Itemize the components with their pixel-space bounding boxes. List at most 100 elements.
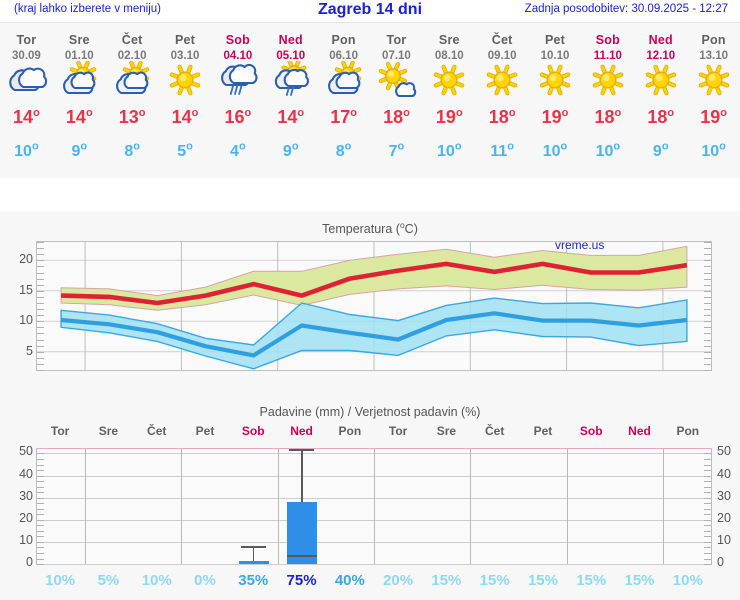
sun-small-cloud-icon [370,61,423,106]
precipitation-probability-row: 10% 5% 10% 0% 35% 75% 40% 20% 15% 15% 15% 15% 15% 10% [36,572,712,589]
day-name: Pet [159,31,212,49]
day-date: 09.10 [476,46,529,64]
day-name-text: Pet [174,33,196,47]
day-max-temp: 18o [370,107,423,128]
day-max-temp-text: 18o [594,107,622,127]
temperature-chart-title: Temperatura (oC) [0,220,740,236]
temperature-axis-tick [37,278,44,280]
precipitation-axis-tick [704,525,711,527]
day-date-text: 05.10 [276,50,306,62]
temperature-axis-tick [37,363,44,365]
day-name-text: Ned [648,33,673,47]
precipitation-axis-tick [37,486,44,488]
day-date: 13.10 [687,46,740,64]
day-name-text: Čet [491,33,513,47]
temperature-axis-tick [37,260,44,262]
day-min-temp-text: 9o [652,141,669,161]
precipitation-day-label: Sob [241,424,265,438]
precipitation-y-tick-label-right: 40 [717,466,731,481]
day-tmin-row: 10o 9o 8o 5o 4o 9o 8o 7o 10o 11o 10o 10o 9o 10o [0,141,740,161]
precipitation-whisker-cap [241,546,267,548]
day-tmax-row: 14o 14o 13o 14o 16o 14o 17o 18o 19o 18o 19o 18o 18o 1… [0,107,740,128]
temperature-axis-tick [37,242,44,243]
temperature-y-tick-label: 5 [26,343,33,358]
temperature-axis-tick [704,284,711,286]
sunny-icon [423,61,476,106]
day-date-text: 03.10 [170,50,200,62]
sunny-icon [476,61,529,106]
day-name-text: Tor [16,33,37,47]
precipitation-y-tick-label-right: 20 [717,510,731,525]
day-name-text: Pon [331,33,356,47]
precipitation-axis-tick [37,492,44,494]
precipitation-probability-label: 35% [238,572,269,589]
day-max-temp: 14o [264,107,317,128]
day-name: Sob [581,31,634,49]
day-max-temp: 17o [317,107,370,128]
precipitation-axis-tick [37,530,44,532]
precipitation-probability-label: 15% [624,572,655,589]
day-date: 08.10 [423,46,476,64]
precipitation-axis-tick [704,547,711,549]
day-name: Pon [317,31,370,49]
day-min-temp: 10o [687,141,740,161]
precipitation-axis-tick [704,492,711,494]
day-name: Čet [106,31,159,49]
precipitation-axis-tick [37,525,44,527]
day-name: Pet [529,31,582,49]
day-name: Sob [211,31,264,49]
page-header: (kraj lahko izberete v meniju) Zagreb 14… [0,0,740,21]
precipitation-gridline-vertical [566,449,568,564]
precipitation-gridline [37,564,711,565]
day-min-temp-text: 10o [701,141,726,161]
day-name-text: Tor [386,33,407,47]
precipitation-y-tick-label-left: 50 [19,444,33,459]
day-max-temp: 19o [687,107,740,128]
day-max-temp: 16o [211,107,264,128]
temperature-series-svg [37,242,711,370]
day-date-text: 02.10 [117,50,147,62]
precipitation-bar [238,561,269,564]
precipitation-axis-tick [704,470,711,471]
day-min-temp: 11o [476,141,529,161]
temperature-axis-tick [37,333,44,335]
precipitation-day-label: Tor [50,424,70,438]
precipitation-axis-tick [37,564,44,565]
precipitation-y-tick-label-left: 20 [19,510,33,525]
sunny-icon [581,61,634,106]
precipitation-day-label: Pon [676,424,700,438]
day-date-text: 12.10 [646,50,676,62]
day-min-temp: 9o [634,141,687,161]
precipitation-y-tick-label-left: 40 [19,466,33,481]
temperature-axis-tick [37,272,44,274]
day-max-temp: 13o [106,107,159,128]
precipitation-day-label: Čet [147,424,167,438]
precipitation-probability-label: 10% [141,572,172,589]
precipitation-plot-area: 0 0 10 10 20 20 30 30 40 40 50 50 [19,444,731,569]
temperature-axis-tick [37,248,44,250]
temperature-y-tick-label: 15 [19,282,33,297]
precipitation-axis-tick [37,552,44,554]
precipitation-gridline-vertical [374,449,375,564]
precipitation-gridline-vertical [277,449,279,564]
day-max-temp-text: 19o [541,107,569,127]
partly-sunny-icon [53,60,106,106]
precipitation-axis-tick [37,541,44,543]
day-min-temp: 9o [53,141,106,161]
precipitation-axis-tick [704,453,711,455]
day-date: 06.10 [317,46,370,64]
day-min-temp-text: 8o [124,141,140,161]
last-update-text: Zadnja posodobitev: 30.09.2025 - 12:27 [524,3,728,15]
temperature-axis-tick [37,303,44,304]
day-max-temp-text: 14o [171,107,199,127]
precipitation-chart-title: Padavine (mm) / Verjetnost padavin (%) [0,405,740,419]
temperature-axis-tick [704,345,711,347]
temperature-axis-tick [704,278,711,280]
precipitation-axis-tick [37,503,44,505]
day-max-temp-text: 14o [13,107,40,127]
day-name: Sre [423,31,476,49]
temperature-axis-tick [37,327,44,329]
day-date: 01.10 [53,46,106,64]
day-icon-row [0,59,740,106]
temperature-axis-tick [37,309,44,310]
